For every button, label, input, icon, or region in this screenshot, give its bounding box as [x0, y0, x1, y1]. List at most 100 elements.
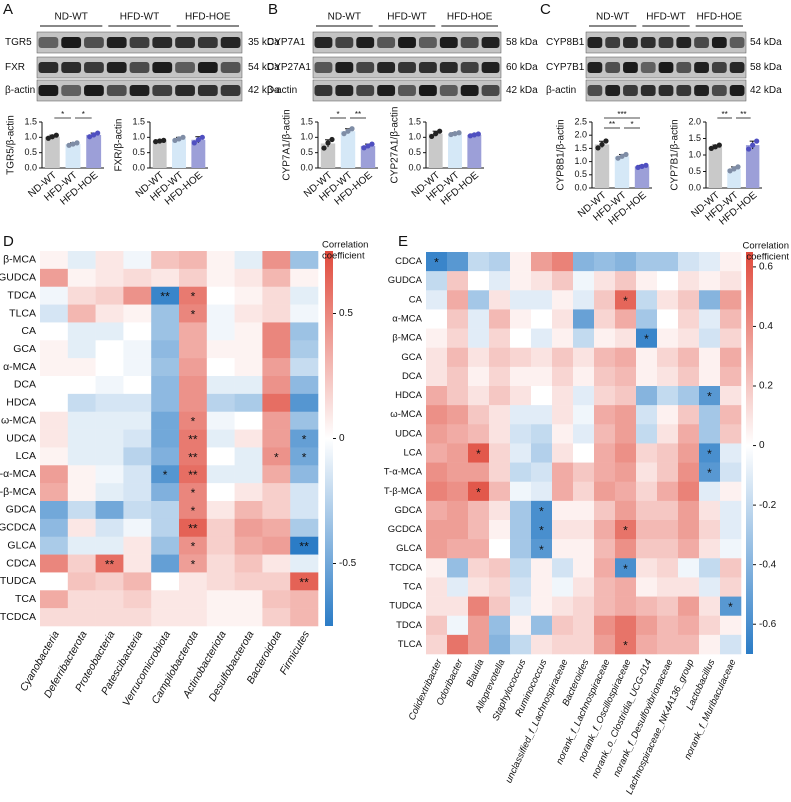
row-label: β-MCA: [3, 254, 36, 266]
heatmap-cell: [262, 376, 291, 395]
heatmap-cell: [636, 615, 658, 636]
heatmap-cell: [510, 290, 532, 310]
heatmap-cell: [615, 577, 637, 597]
heatmap-cell: [615, 634, 637, 655]
heatmap-cell: [67, 268, 96, 288]
heatmap-cell: [657, 500, 679, 521]
heatmap-cell: [206, 411, 235, 430]
heatmap-cell: [262, 501, 291, 520]
heatmap-cell: [262, 286, 291, 305]
row-label: ω-MCA: [390, 409, 422, 420]
heatmap-cell: [234, 536, 263, 555]
heatmap-cell: [123, 411, 152, 430]
colorbar-tick-label: 0.2: [759, 381, 773, 392]
heatmap-cell: [657, 290, 679, 310]
heatmap-cell: [151, 518, 180, 538]
y-axis-label: TGR5/β-actin: [6, 115, 17, 175]
y-tick-label: 0.5: [408, 147, 421, 157]
heatmap-cell: [206, 268, 235, 288]
data-point: [471, 132, 477, 138]
heatmap-cell: [447, 500, 469, 521]
heatmap-cell: [262, 411, 291, 430]
heatmap-cell: [67, 358, 96, 377]
heatmap-cell: [234, 483, 263, 502]
heatmap-cell: [290, 536, 319, 555]
bar: [745, 145, 760, 188]
heatmap-cell: [636, 366, 658, 387]
blot-band: [314, 37, 333, 48]
heatmap-cell: [678, 290, 700, 310]
heatmap-cell: [426, 615, 448, 636]
heatmap-cell: [594, 634, 616, 655]
heatmap-cell: [290, 554, 319, 573]
y-axis-label: CYP7B1/β-actin: [670, 119, 681, 190]
heatmap-cell: [290, 501, 319, 520]
heatmap-cell: [489, 634, 511, 655]
heatmap-cell: [699, 596, 721, 617]
heatmap-cell: [720, 386, 742, 406]
colorbar-title: coefficient: [746, 252, 789, 263]
heatmap-cell: [234, 465, 263, 484]
heatmap-cell: [573, 500, 595, 521]
y-tick-label: 2.0: [688, 116, 701, 126]
heatmap-cell: [206, 251, 235, 270]
heatmap-cell: [234, 358, 263, 377]
heatmap-cell: [636, 309, 658, 329]
heatmap-cell: [636, 462, 658, 483]
heatmap-cell: [594, 328, 616, 349]
protein-size: 42 kDa: [506, 85, 538, 96]
heatmap-cell: [447, 596, 469, 617]
blot-band: [129, 62, 150, 73]
heatmap-cell: [594, 520, 616, 540]
y-tick-label: 0.5: [132, 147, 145, 157]
row-label: β-MCA: [392, 333, 422, 344]
heatmap-cell: [489, 271, 511, 291]
heatmap-cell: [699, 481, 721, 502]
data-point: [49, 134, 55, 140]
colorbar-tick-label: -0.6: [759, 619, 777, 630]
y-tick-label: 0.5: [24, 147, 37, 157]
heatmap-cell: [426, 366, 448, 387]
heatmap-cell: [594, 500, 616, 521]
data-point: [599, 141, 605, 148]
blot-band: [356, 37, 375, 48]
heatmap-cell: [531, 520, 553, 540]
data-point: [727, 168, 733, 174]
heatmap-cell: [468, 366, 490, 387]
row-label: CA: [21, 325, 36, 337]
significance-star: *: [476, 485, 481, 499]
heatmap-cell: [552, 481, 574, 502]
heatmap-cell: [699, 615, 721, 636]
heatmap-cell: [489, 500, 511, 521]
row-label: CDCA: [6, 557, 36, 569]
heatmap-cell: [489, 290, 511, 310]
significance-star: **: [299, 540, 309, 554]
blot-band: [439, 37, 458, 48]
protein-name: CYP7B1: [546, 62, 585, 73]
heatmap-cell: [552, 539, 574, 559]
y-tick-label: 1.0: [132, 132, 145, 142]
significance-star: *: [302, 450, 307, 464]
heatmap-cell: [447, 424, 469, 444]
significance-star: **: [188, 522, 198, 536]
heatmap-cell: [123, 322, 152, 341]
heatmap-cell: [678, 252, 700, 272]
heatmap-cell: [531, 596, 553, 617]
data-point: [87, 134, 93, 140]
row-label: T-β-MCA: [0, 486, 36, 498]
colorbar-tick-label: 0.6: [759, 262, 773, 273]
heatmap-cell: [636, 347, 658, 368]
row-label: TLCA: [398, 639, 423, 650]
heatmap-cell: [179, 536, 208, 555]
blot-band: [640, 37, 656, 48]
heatmap-cell: [468, 596, 490, 617]
significance-star: *: [707, 447, 712, 461]
heatmap-cell: [151, 376, 180, 395]
heatmap-cell: [678, 328, 700, 349]
y-tick-label: 0.0: [574, 182, 587, 192]
heatmap-cell: [95, 483, 124, 502]
heatmap-cell: [657, 309, 679, 329]
group-label: HFD-WT: [120, 12, 159, 23]
heatmap-cell: [179, 572, 208, 591]
heatmap-cell: [531, 577, 553, 597]
